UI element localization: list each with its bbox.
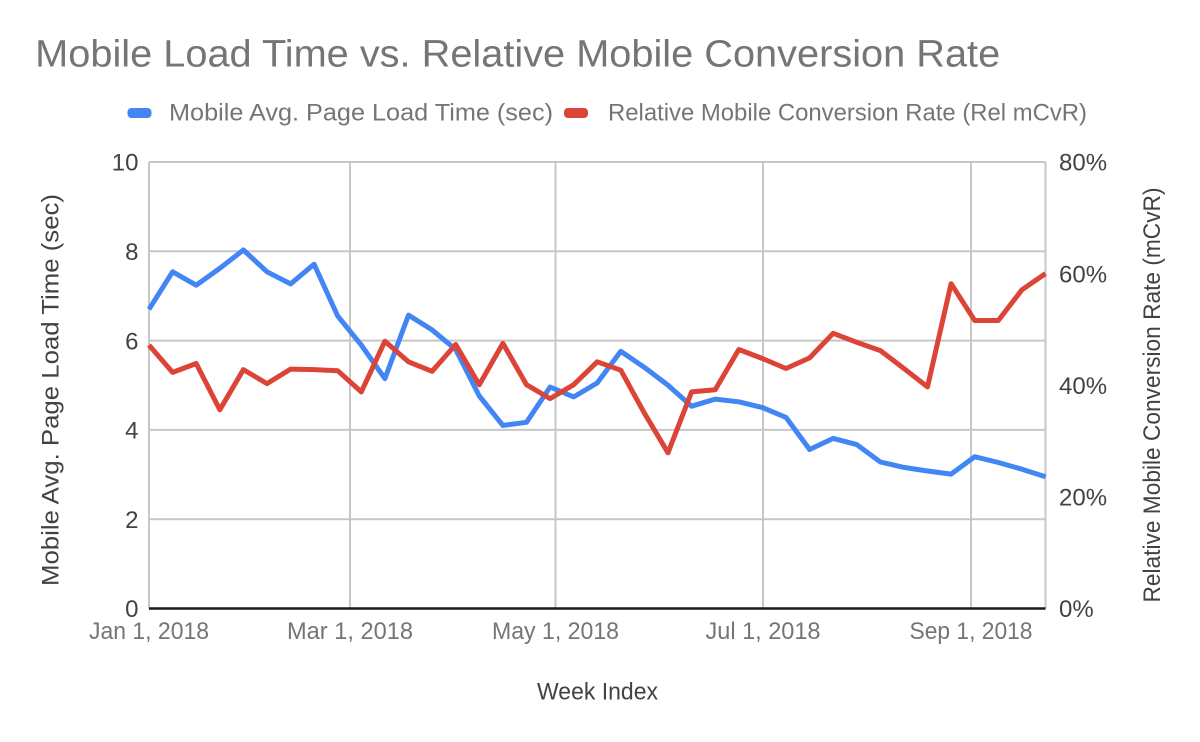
svg-text:6: 6: [125, 328, 138, 355]
svg-text:8: 8: [125, 239, 138, 266]
svg-text:Week Index: Week Index: [537, 679, 658, 706]
svg-text:Mobile Avg. Page Load Time (se: Mobile Avg. Page Load Time (sec): [169, 100, 553, 127]
svg-text:Mobile Avg. Page Load Time (se: Mobile Avg. Page Load Time (sec): [38, 194, 65, 586]
svg-text:0: 0: [125, 596, 138, 623]
svg-text:Mobile Load Time vs. Relative: Mobile Load Time vs. Relative Mobile Con…: [35, 34, 1000, 76]
svg-text:20%: 20%: [1059, 485, 1107, 512]
svg-text:4: 4: [125, 418, 138, 445]
svg-text:Mar 1, 2018: Mar 1, 2018: [287, 618, 413, 645]
svg-text:2: 2: [125, 507, 138, 534]
svg-text:Sep 1, 2018: Sep 1, 2018: [910, 618, 1033, 645]
svg-text:10: 10: [112, 150, 139, 177]
svg-text:May 1, 2018: May 1, 2018: [492, 618, 619, 645]
svg-text:80%: 80%: [1059, 150, 1107, 177]
svg-text:Jan 1, 2018: Jan 1, 2018: [89, 618, 209, 645]
svg-text:Relative Mobile Conversion Rat: Relative Mobile Conversion Rate (Rel mCv…: [608, 100, 1087, 127]
svg-text:40%: 40%: [1059, 373, 1107, 400]
svg-text:Relative Mobile Conversion Rat: Relative Mobile Conversion Rate (mCvR): [1139, 188, 1166, 603]
svg-text:Jul 1, 2018: Jul 1, 2018: [706, 618, 821, 645]
svg-text:0%: 0%: [1059, 596, 1094, 623]
svg-text:60%: 60%: [1059, 261, 1107, 288]
